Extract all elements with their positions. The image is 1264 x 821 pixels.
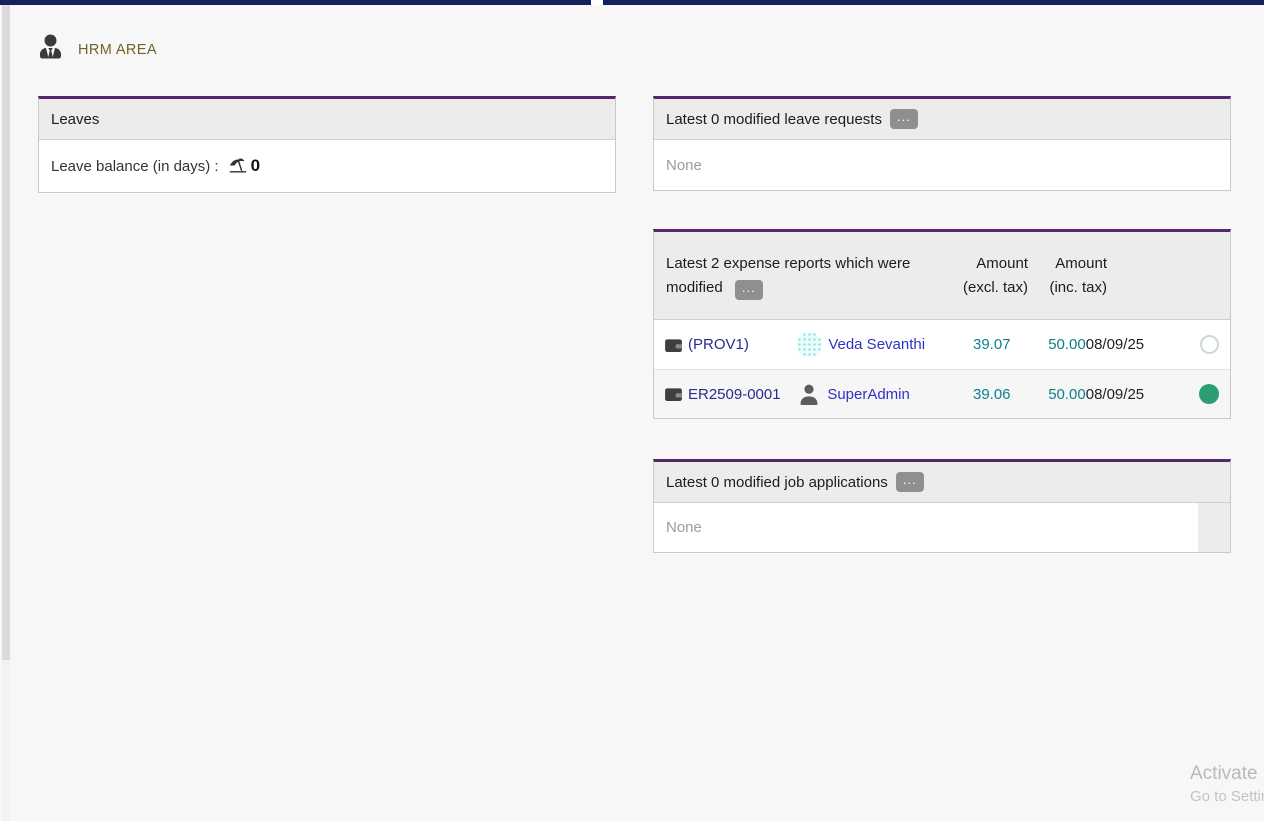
- modified-date: 08/09/25: [1085, 385, 1145, 403]
- leaves-panel-header: Leaves: [39, 99, 615, 140]
- expense-ref-link[interactable]: (PROV1): [688, 336, 749, 353]
- amount-inc-value: 50.00: [1048, 336, 1086, 353]
- status-validated-icon: [1199, 384, 1220, 404]
- top-bar-gap: [591, 0, 603, 5]
- job-applications-panel: Latest 0 modified job applications ... N…: [653, 459, 1231, 553]
- page-title: HRM AREA: [78, 42, 157, 58]
- amount-excl-value: 39.07: [972, 336, 1011, 353]
- table-row: (PROV1) Veda Sevanthi 39.07 50.00 08/09/…: [654, 320, 1230, 369]
- collapsed-sidebar-strip-lower: [2, 660, 10, 821]
- expense-user-link[interactable]: SuperAdmin: [827, 385, 910, 403]
- expense-reports-panel: Latest 2 expense reports which were modi…: [653, 229, 1231, 419]
- page-header: HRM AREA: [40, 33, 157, 64]
- amount-excl-value: 39.06: [972, 385, 1011, 403]
- leave-balance-row: Leave balance (in days) : 0: [39, 140, 615, 192]
- status-draft-icon: [1199, 335, 1219, 354]
- expense-user-link[interactable]: Veda Sevanthi: [828, 336, 926, 353]
- modified-date: 08/09/25: [1085, 336, 1145, 353]
- table-row: ER2509-0001 SuperAdmin 39.06 50.00 08/09…: [654, 369, 1230, 418]
- leave-balance-value: 0: [250, 156, 261, 175]
- wallet-icon: [665, 338, 682, 352]
- job-applications-panel-title: Latest 0 modified job applications: [666, 473, 888, 491]
- wallet-icon: [665, 388, 682, 401]
- job-applications-more-button[interactable]: ...: [895, 472, 924, 492]
- job-applications-panel-header: Latest 0 modified job applications ...: [654, 462, 1230, 503]
- beach-umbrella-icon: [229, 158, 246, 173]
- watermark-line1: Activate: [1190, 763, 1258, 784]
- windows-activation-watermark: Activate Go to Settin: [1190, 763, 1264, 805]
- expense-ref-link[interactable]: ER2509-0001: [688, 385, 781, 403]
- leave-requests-panel: Latest 0 modified leave requests ... Non…: [653, 96, 1231, 191]
- leave-requests-empty-text: None: [666, 156, 702, 174]
- leave-requests-panel-header: Latest 0 modified leave requests ...: [654, 99, 1230, 140]
- job-applications-empty-text: None: [666, 519, 702, 536]
- leave-balance-label: Leave balance (in days) :: [51, 157, 219, 175]
- user-tie-icon: [40, 33, 61, 64]
- expense-panel-title: Latest 2 expense reports which were modi…: [666, 254, 911, 296]
- leave-requests-more-button[interactable]: ...: [889, 109, 918, 129]
- expense-panel-header: Latest 2 expense reports which were modi…: [654, 232, 1230, 320]
- avatar-person-icon: [800, 384, 818, 405]
- leave-requests-empty-row: None: [654, 140, 1230, 190]
- leave-requests-panel-title: Latest 0 modified leave requests: [666, 110, 882, 128]
- column-header-amount-inc: Amount (inc. tax): [1049, 254, 1107, 296]
- avatar-identicon: [797, 332, 823, 357]
- leaves-panel-title: Leaves: [51, 110, 100, 128]
- collapsed-sidebar-strip[interactable]: [2, 5, 10, 660]
- job-applications-empty-row: None: [654, 503, 1230, 552]
- expense-more-button[interactable]: ...: [734, 279, 763, 300]
- top-navy-bar: [0, 0, 1264, 5]
- amount-inc-value: 50.00: [1048, 385, 1086, 403]
- column-header-amount-excl: Amount (excl. tax): [962, 254, 1028, 296]
- leaves-panel: Leaves Leave balance (in days) : 0: [38, 96, 616, 193]
- watermark-line2: Go to Settin: [1190, 788, 1264, 805]
